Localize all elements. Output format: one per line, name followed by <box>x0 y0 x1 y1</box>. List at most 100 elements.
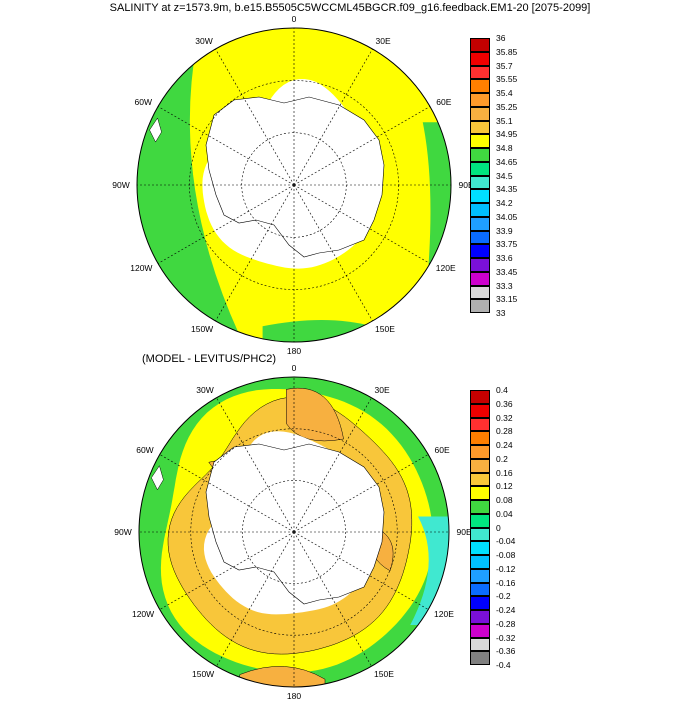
difference-colorbar-label: 0 <box>496 522 501 533</box>
longitude-label: 150E <box>374 669 394 680</box>
salinity-colorbar-label: 33.45 <box>496 266 518 277</box>
salinity-colorbar-label: 33.3 <box>496 280 513 291</box>
salinity-colorbar-label: 34.8 <box>496 143 513 153</box>
longitude-label: 120W <box>130 263 153 273</box>
longitude-label: 180 <box>286 691 302 701</box>
difference-colorbar-label: -0.28 <box>496 618 516 629</box>
longitude-label: 60E <box>436 97 452 107</box>
salinity-colorbar-label: 33 <box>496 308 506 318</box>
difference-colorbar-label: -0.4 <box>496 660 511 670</box>
bottom-patch-north <box>286 387 344 442</box>
salinity-colorbar-label: 33.75 <box>496 239 518 250</box>
salinity-colorbar-swatch <box>470 271 490 286</box>
difference-colorbar-label: 0.24 <box>496 440 513 450</box>
difference-colorbar-swatch <box>470 651 490 665</box>
difference-colorbar-label: 0.32 <box>496 412 513 423</box>
salinity-colorbar-label: 36 <box>496 33 506 43</box>
bottom-latitude-circle <box>242 480 346 584</box>
salinity-colorbar-swatch <box>470 148 490 162</box>
bottom-south-america <box>151 465 164 491</box>
difference-colorbar-swatch <box>470 417 490 432</box>
top-south-america <box>149 117 162 143</box>
difference-subtitle: (MODEL - LEVITUS/PHC2) <box>142 353 277 365</box>
salinity-colorbar-label: 34.05 <box>496 211 518 222</box>
bottom-meridian <box>216 397 295 533</box>
bottom-antarctica <box>205 443 385 605</box>
salinity-colorbar-swatch <box>470 120 490 135</box>
bottom-meridian <box>159 531 295 610</box>
longitude-label: 30E <box>375 36 391 47</box>
salinity-colorbar-swatch <box>470 134 490 148</box>
salinity-colorbar-label: 35.55 <box>496 74 518 85</box>
figure-title: SALINITY at z=1573.9m, b.e15.B5505C5WCCM… <box>109 2 591 14</box>
longitude-label: 90E <box>456 527 472 537</box>
difference-colorbar-label: 0.08 <box>496 495 513 505</box>
salinity-colorbar-label: 33.6 <box>496 253 513 263</box>
bottom-meridian <box>293 531 372 667</box>
difference-colorbar-label: -0.16 <box>496 577 516 588</box>
salinity-colorbar-label: 35.25 <box>496 101 518 112</box>
difference-colorbar-swatch <box>470 637 490 652</box>
difference-colorbar-swatch <box>470 596 490 610</box>
salinity-colorbar-label: 34.65 <box>496 156 518 167</box>
difference-colorbar-label: 0.4 <box>496 385 508 395</box>
salinity-colorbar-swatch <box>470 79 490 93</box>
difference-colorbar-swatch <box>470 486 490 500</box>
salinity-colorbar-swatch <box>470 93 490 107</box>
difference-colorbar-swatch <box>470 582 490 597</box>
difference-colorbar-label: -0.32 <box>496 632 516 643</box>
salinity-colorbar-swatch <box>470 161 490 176</box>
difference-colorbar-label: 0.16 <box>496 467 513 478</box>
bottom-map-border <box>138 376 450 688</box>
difference-colorbar-label: -0.04 <box>496 536 516 547</box>
longitude-label: 90W <box>112 180 130 190</box>
longitude-label: 120E <box>435 263 456 273</box>
longitude-label: 180 <box>286 346 302 356</box>
longitude-label: 30W <box>195 36 213 47</box>
difference-colorbar-swatch <box>470 555 490 569</box>
salinity-colorbar-label: 34.35 <box>496 184 518 195</box>
longitude-label: 90W <box>114 527 132 537</box>
salinity-colorbar-swatch <box>470 244 490 258</box>
longitude-label: 150W <box>191 323 214 334</box>
difference-colorbar-label: -0.2 <box>496 591 511 602</box>
difference-colorbar-label: 0.28 <box>496 426 513 437</box>
salinity-colorbar-swatch <box>470 65 490 80</box>
salinity-colorbar-swatch <box>470 285 490 300</box>
difference-colorbar-swatch <box>470 513 490 528</box>
bottom-patch-south <box>239 666 326 687</box>
difference-colorbar-swatch <box>470 431 490 445</box>
longitude-label: 30W <box>196 384 214 395</box>
bottom-map <box>138 376 450 688</box>
difference-colorbar-swatch <box>470 472 490 487</box>
longitude-label: 30E <box>374 384 390 395</box>
salinity-colorbar-swatch <box>470 189 490 203</box>
difference-colorbar-label: 0.36 <box>496 398 513 409</box>
salinity-colorbar-swatch <box>470 299 490 313</box>
salinity-colorbar-swatch <box>470 216 490 231</box>
top-antarctica <box>205 96 385 258</box>
bottom-meridian <box>159 454 295 533</box>
longitude-label: 60W <box>136 445 154 455</box>
difference-colorbar-label: -0.08 <box>496 550 516 560</box>
difference-colorbar-swatch <box>470 568 490 583</box>
longitude-label: 90E <box>458 180 474 190</box>
salinity-colorbar-label: 35.85 <box>496 46 518 57</box>
difference-colorbar-swatch <box>470 623 490 638</box>
difference-colorbar-swatch <box>470 610 490 624</box>
longitude-label: 60W <box>134 97 152 107</box>
difference-colorbar-swatch <box>470 445 490 459</box>
salinity-colorbar-swatch <box>470 51 490 66</box>
salinity-colorbar-label: 33.15 <box>496 294 518 305</box>
difference-colorbar-label: -0.12 <box>496 563 516 574</box>
top-map-border <box>136 27 452 343</box>
difference-colorbar-swatch <box>470 390 490 404</box>
salinity-colorbar-swatch <box>470 230 490 245</box>
difference-colorbar-swatch <box>470 403 490 418</box>
salinity-colorbar-label: 35.1 <box>496 115 513 126</box>
longitude-label: 0 <box>291 363 297 373</box>
difference-colorbar-swatch <box>470 458 490 473</box>
longitude-label: 150E <box>375 323 395 334</box>
bottom-meridian <box>216 531 295 667</box>
